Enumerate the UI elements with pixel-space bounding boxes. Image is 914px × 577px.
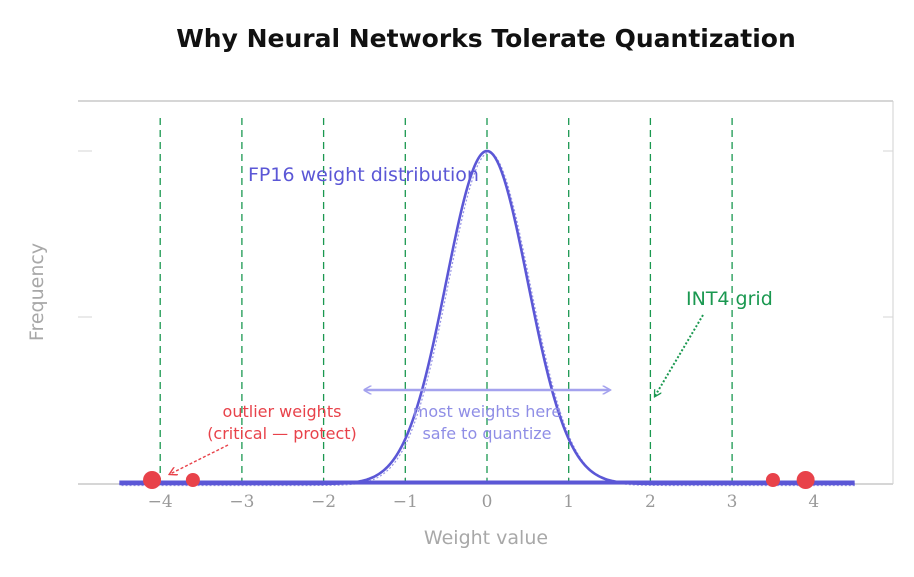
fp16-label: FP16 weight distribution: [248, 164, 479, 186]
x-tick-label: 2: [645, 492, 656, 512]
x-tick-label: −3: [229, 492, 254, 512]
x-tick-label: 1: [563, 492, 574, 512]
outlier-point: [765, 473, 780, 487]
outlier-point: [796, 471, 815, 489]
outlier-label-line: (critical — protect): [207, 424, 357, 443]
x-tick-label: −2: [311, 492, 336, 512]
x-tick-label: 3: [727, 492, 738, 512]
y-axis-label: Frequency: [26, 243, 48, 341]
outlier-point: [143, 471, 162, 489]
outlier-label-line: outlier weights: [223, 402, 342, 421]
x-tick-label: 0: [482, 492, 493, 512]
x-tick-label: −4: [148, 492, 173, 512]
x-tick-label: −1: [393, 492, 418, 512]
int4-arrow: [655, 314, 704, 396]
safe-label-line: most weights here: [413, 402, 562, 421]
safe-label-line: safe to quantize: [422, 424, 551, 443]
outlier-point: [185, 473, 200, 487]
outlier-arrow: [170, 444, 229, 474]
annotations: FP16 weight distribution INT4 grid outlier…: [170, 164, 773, 474]
x-axis-label: Weight value: [424, 527, 548, 549]
fp16-curve-layer: [119, 149, 857, 487]
int4-label: INT4 grid: [686, 288, 773, 310]
x-tick-label: 4: [808, 492, 819, 512]
int4-grid-lines: [159, 118, 733, 484]
chart-title: Why Neural Networks Tolerate Quantizatio…: [176, 24, 796, 53]
outlier-points: [143, 471, 815, 489]
x-tick-labels: −4 −3 −2 −1 0 1 2 3 4: [148, 492, 820, 512]
